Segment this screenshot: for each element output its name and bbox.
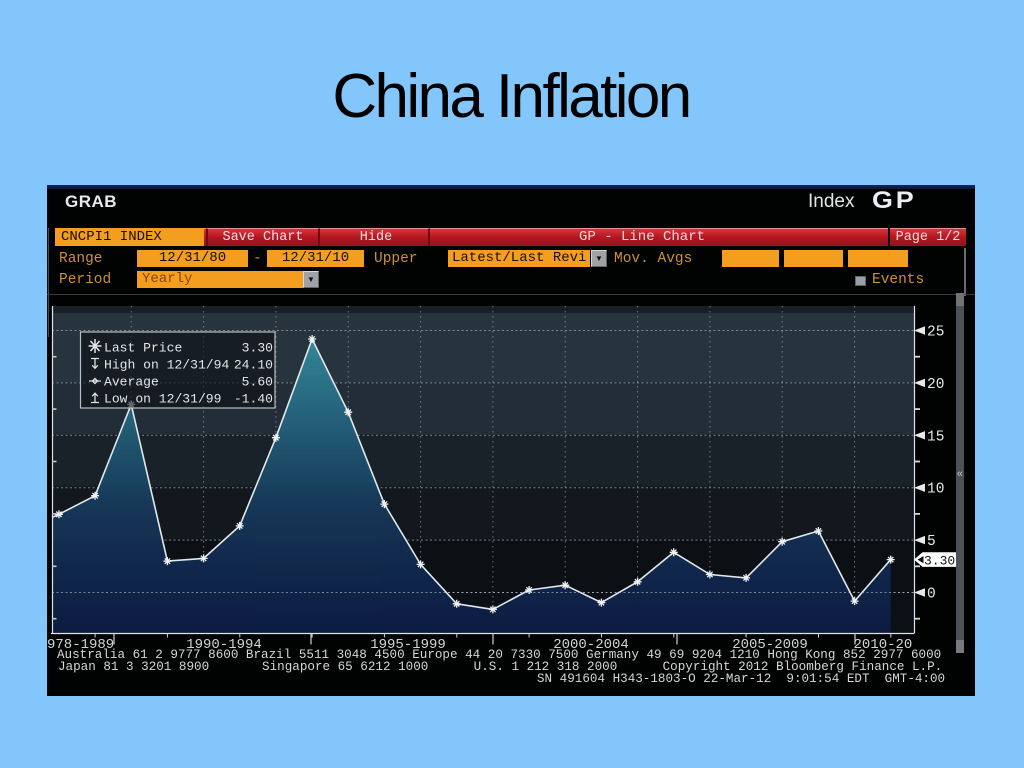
svg-text:2000-2004: 2000-2004 xyxy=(553,637,629,653)
svg-text:High on 12/31/94: High on 12/31/94 xyxy=(104,358,229,373)
svg-text:0: 0 xyxy=(927,587,936,603)
svg-text:3.30: 3.30 xyxy=(242,341,273,356)
svg-text:«: « xyxy=(957,469,964,481)
svg-text:5: 5 xyxy=(927,534,936,550)
svg-text:2010-20: 2010-20 xyxy=(854,637,913,653)
svg-text:1990-1994: 1990-1994 xyxy=(186,637,262,653)
svg-text:-1.40: -1.40 xyxy=(234,392,273,407)
svg-text:25: 25 xyxy=(927,325,944,341)
svg-text:1995-1999: 1995-1999 xyxy=(370,637,446,653)
svg-text:Low on 12/31/99: Low on 12/31/99 xyxy=(104,392,221,407)
svg-text:20: 20 xyxy=(927,377,944,393)
svg-text:978-1989: 978-1989 xyxy=(47,637,114,653)
svg-text:3.30: 3.30 xyxy=(924,553,955,568)
svg-text:Last Price: Last Price xyxy=(104,341,182,356)
svg-text:15: 15 xyxy=(927,429,944,445)
svg-text:5.60: 5.60 xyxy=(242,375,273,390)
svg-text:10: 10 xyxy=(927,482,944,498)
svg-text:2005-2009: 2005-2009 xyxy=(732,637,808,653)
svg-text:Average: Average xyxy=(104,375,159,390)
svg-text:24.10: 24.10 xyxy=(234,358,273,373)
